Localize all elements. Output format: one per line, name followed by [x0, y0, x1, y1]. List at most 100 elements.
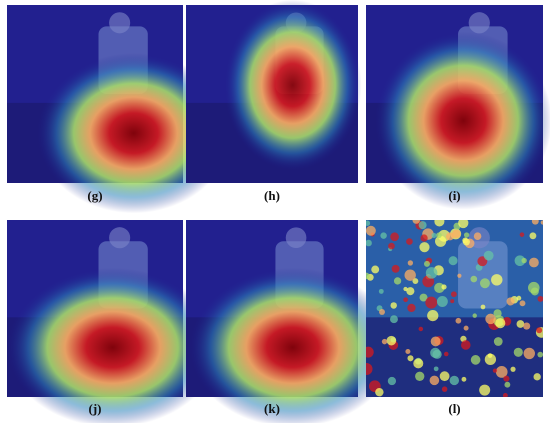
scene-head [468, 12, 490, 34]
heat-spot [487, 353, 493, 358]
heat-spot [530, 287, 539, 296]
scene-head [285, 227, 307, 249]
heat-spot [519, 300, 526, 307]
heat-spot [390, 232, 399, 242]
heat-spot [523, 322, 531, 330]
heat-spot [463, 325, 469, 331]
heat-spot [513, 347, 523, 357]
heat-spot [378, 288, 384, 294]
heat-spot [495, 366, 508, 378]
heat-spot [431, 232, 437, 238]
heat-spot [479, 278, 490, 289]
panel-label: (l) [448, 401, 460, 416]
heat-spot [483, 250, 494, 261]
heat-spot [406, 238, 413, 245]
heat-spot [450, 299, 455, 304]
heat-spot [445, 232, 454, 241]
panel-label: (j) [89, 401, 102, 416]
scene-head [109, 227, 131, 249]
heat-spot [523, 347, 535, 360]
heat-spot [429, 375, 440, 386]
scene-head [109, 12, 131, 34]
panel: (g) [7, 5, 231, 214]
heat-spot [533, 373, 541, 381]
heat-spot [521, 257, 527, 264]
heat-spot [386, 335, 397, 346]
heat-spot [425, 267, 438, 279]
heat-spot [510, 366, 516, 372]
heat-spot [455, 317, 462, 324]
panel-label: (h) [264, 188, 280, 203]
heat-spot [451, 229, 461, 239]
heat-spot [441, 386, 448, 392]
heat-spot [495, 318, 506, 329]
heat-spot [434, 282, 445, 294]
heat-spot [457, 273, 462, 278]
heat-spot [433, 366, 439, 372]
heat-spot [461, 376, 467, 382]
heat-region [7, 267, 219, 423]
heat-region [374, 31, 550, 210]
panel-label: (g) [87, 188, 102, 203]
heat-spot [516, 295, 522, 301]
heat-spot [443, 351, 449, 357]
heat-spot [430, 336, 441, 347]
heat-spot [462, 238, 470, 246]
heat-spot [407, 260, 414, 266]
heat-spot [366, 362, 373, 375]
heat-spot [503, 375, 510, 382]
heat-spot [458, 220, 469, 229]
heat-noise [366, 220, 543, 397]
heat-spot [418, 326, 424, 332]
heat-spot [506, 297, 515, 306]
heat-spot [502, 392, 508, 397]
heat-spot [420, 234, 428, 242]
heat-spot [529, 232, 537, 240]
heat-spot [415, 371, 425, 381]
heat-spot [407, 303, 416, 313]
scene-person [458, 241, 508, 309]
heat-spot [366, 220, 371, 226]
heat-spot [366, 346, 374, 358]
heat-spot [485, 313, 496, 325]
heat-spot [436, 232, 442, 239]
heat-region [36, 53, 231, 214]
heat-spot [461, 340, 471, 350]
heat-spot [441, 284, 447, 290]
heat-spot [430, 347, 441, 358]
heat-region [223, 0, 362, 171]
heat-spot [537, 295, 543, 302]
heat-spot [388, 242, 395, 250]
heat-spot [393, 277, 402, 285]
heat-spot [480, 304, 486, 310]
heat-spot [473, 232, 482, 240]
heat-spot [403, 297, 408, 303]
heat-spot [470, 275, 478, 283]
heat-spot [450, 291, 457, 298]
panel: (h) [186, 0, 362, 203]
panel-label: (i) [448, 188, 460, 203]
heat-spot [412, 278, 419, 284]
heat-spot [391, 264, 400, 273]
heat-spot [427, 309, 439, 322]
heat-spot [448, 256, 458, 266]
panel: (i) [366, 5, 550, 210]
heat-spot [404, 269, 416, 281]
heat-spot [419, 242, 430, 253]
heat-spot [407, 355, 414, 362]
heat-spot [529, 257, 539, 268]
heat-spot [418, 221, 427, 230]
heat-spot [514, 255, 526, 267]
heat-spot [387, 376, 397, 386]
heat-spot [504, 381, 511, 388]
heat-spot [366, 272, 370, 280]
heat-spot [371, 265, 380, 274]
heat-spot [484, 353, 497, 366]
heat-spot [540, 220, 543, 225]
heat-spot [403, 286, 408, 292]
heat-spot [470, 355, 481, 365]
heat-spot [390, 302, 397, 309]
heat-spot [434, 220, 445, 227]
heat-spot [406, 287, 415, 296]
